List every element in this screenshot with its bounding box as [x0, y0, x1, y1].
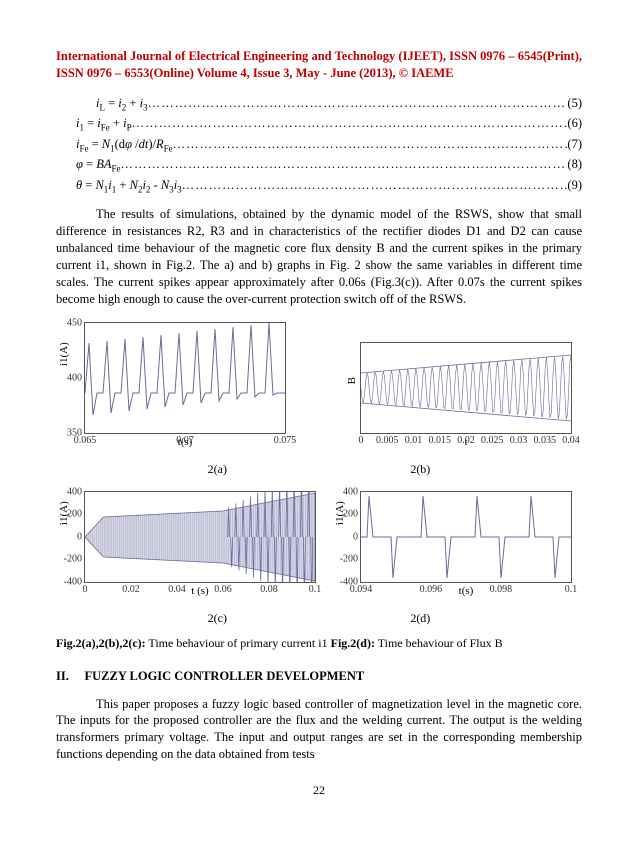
chart-2a: i1(A) 3504004500.0650.070.075 t(s)	[84, 322, 286, 448]
equation-number: (6)	[567, 116, 582, 131]
xtick: 0.015	[429, 435, 452, 446]
chart-2a-frame: 3504004500.0650.070.075	[84, 322, 286, 434]
xtick: 0.1	[309, 584, 322, 595]
caption-2b: 2(b)	[410, 462, 430, 477]
equation-block: iL = i2 + i3……………………………………………………………………………	[56, 96, 582, 195]
xtick: 0.005	[376, 435, 399, 446]
section-title: FUZZY LOGIC CONTROLLER DEVELOPMENT	[84, 669, 364, 683]
chart-2b-ylabel: B	[346, 376, 358, 383]
equation-dots: …………………………………………………………………………………………	[148, 96, 568, 111]
xtick: 0	[359, 435, 364, 446]
ytick: 450	[67, 317, 82, 328]
xtick: 0.08	[260, 584, 278, 595]
xtick: 0.025	[481, 435, 504, 446]
chart-2b-frame: 00.0050.010.0150.020.0250.030.0350.04	[360, 342, 572, 434]
equation-dots: …………………………………………………………………………………………	[132, 116, 568, 131]
chart-2c-frame: 4002000-200-40000.020.040.060.080.1	[84, 491, 316, 583]
paragraph-fuzzy: This paper proposes a fuzzy logic based …	[56, 696, 582, 764]
page-number: 22	[56, 783, 582, 798]
ytick: 200	[67, 509, 82, 520]
ytick: -400	[64, 576, 82, 587]
journal-header: International Journal of Electrical Engi…	[56, 48, 582, 82]
xtick: 0.01	[405, 435, 423, 446]
caption-row-1: 2(a) 2(b)	[56, 462, 582, 477]
xtick: 0.04	[168, 584, 186, 595]
xtick: 0	[83, 584, 88, 595]
xtick: 0.03	[510, 435, 528, 446]
xtick: 0.094	[350, 584, 373, 595]
caption-2a: 2(a)	[208, 462, 227, 477]
ytick: 400	[67, 372, 82, 383]
figcaption-left-label: Fig.2(a),2(b),2(c):	[56, 636, 146, 650]
figure-caption: Fig.2(a),2(b),2(c): Time behaviour of pr…	[56, 636, 582, 651]
xtick: 0.04	[562, 435, 580, 446]
chart-2b: B 00.0050.010.0150.020.0250.030.0350.04 …	[360, 342, 572, 448]
xtick: 0.065	[74, 435, 97, 446]
chart-2c: i1(A) 4002000-200-40000.020.040.060.080.…	[84, 491, 316, 597]
figcaption-right-text: Time behaviour of Flux B	[375, 636, 503, 650]
ytick: 400	[67, 486, 82, 497]
xtick: 0.07	[176, 435, 194, 446]
equation-line: φ = BAFe………………………………………………………………………………………	[56, 157, 582, 174]
ytick: -200	[340, 554, 358, 565]
figure-row-2: i1(A) 4002000-200-40000.020.040.060.080.…	[56, 491, 582, 597]
caption-row-2: 2(c) 2(d)	[56, 611, 582, 626]
figcaption-right-label: Fig.2(d):	[331, 636, 375, 650]
equation-number: (7)	[567, 137, 582, 152]
equation-dots: …………………………………………………………………………………………	[121, 157, 568, 172]
equation-line: i1 = iFe + iP…………………………………………………………………………	[56, 116, 582, 133]
ytick: 400	[343, 486, 358, 497]
xtick: 0.096	[420, 584, 443, 595]
paragraph-simulation-results: The results of simulations, obtained by …	[56, 206, 582, 307]
xtick: 0.06	[214, 584, 232, 595]
section-heading: II. FUZZY LOGIC CONTROLLER DEVELOPMENT	[56, 669, 582, 684]
chart-2d-frame: 4002000-200-4000.0940.0960.0980.1	[360, 491, 572, 583]
chart-2a-ylabel: i1(A)	[58, 342, 70, 366]
equation-number: (9)	[567, 178, 582, 193]
equation-number: (8)	[567, 157, 582, 172]
equation-number: (5)	[567, 96, 582, 111]
xtick: 0.075	[274, 435, 297, 446]
xtick: 0.1	[565, 584, 578, 595]
equation-lhs: iL = i2 + i3	[96, 96, 148, 113]
equation-lhs: φ = BAFe	[76, 157, 121, 174]
figure-row-1: i1(A) 3504004500.0650.070.075 t(s) B 00.…	[56, 322, 582, 448]
equation-line: iFe = N1(dφ /dt)/RFe………………………………………………………	[56, 137, 582, 154]
xtick: 0.035	[534, 435, 557, 446]
figcaption-left-text: Time behaviour of primary current i1	[146, 636, 331, 650]
equation-lhs: θ = N1i1 + N2i2 - N3i3	[76, 178, 182, 195]
xtick: 0.098	[490, 584, 513, 595]
equation-dots: …………………………………………………………………………………………	[182, 178, 568, 193]
equation-line: θ = N1i1 + N2i2 - N3i3…………………………………………………	[56, 178, 582, 195]
equation-lhs: iFe = N1(dφ /dt)/RFe	[76, 137, 173, 154]
chart-2c-xlabel: t (s)	[84, 585, 316, 597]
ytick: 0	[77, 531, 82, 542]
caption-2c: 2(c)	[208, 611, 227, 626]
ytick: -200	[64, 554, 82, 565]
section-number: II.	[56, 669, 69, 683]
equation-dots: …………………………………………………………………………………………	[173, 137, 568, 152]
ytick: 200	[343, 509, 358, 520]
xtick: 0.02	[457, 435, 475, 446]
ytick: 0	[353, 531, 358, 542]
equation-lhs: i1 = iFe + iP	[76, 116, 132, 133]
chart-2d-xlabel: t(s)	[360, 585, 572, 597]
xtick: 0.02	[122, 584, 140, 595]
caption-2d: 2(d)	[410, 611, 430, 626]
equation-line: iL = i2 + i3……………………………………………………………………………	[56, 96, 582, 113]
chart-2d: i1(A) 4002000-200-4000.0940.0960.0980.1 …	[360, 491, 572, 597]
